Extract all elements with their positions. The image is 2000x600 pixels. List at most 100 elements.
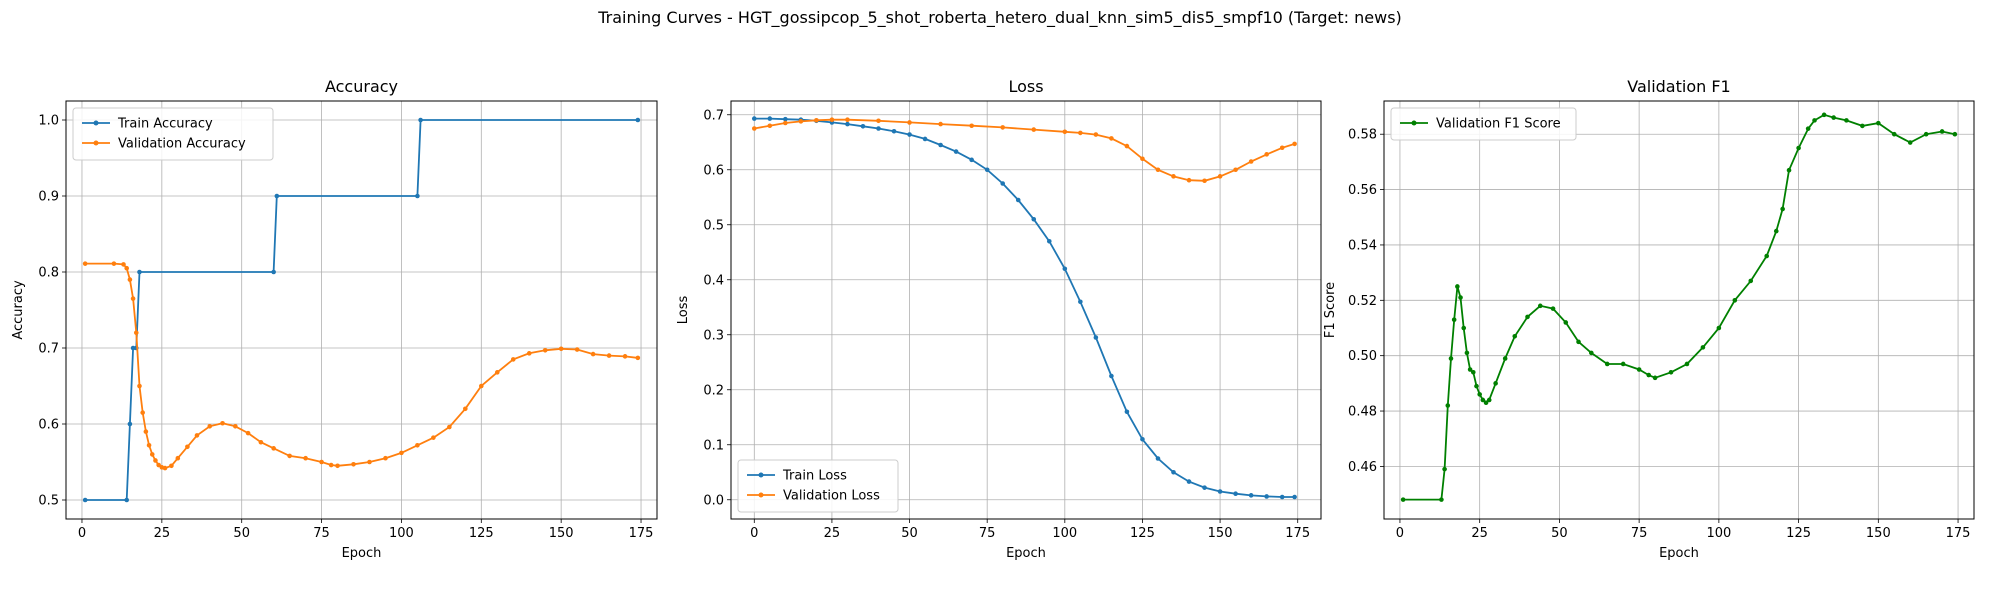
- data-point: [1171, 469, 1176, 475]
- y-tick-label: 0.3: [703, 328, 724, 343]
- data-point: [922, 136, 928, 142]
- data-point: [1046, 238, 1052, 244]
- data-point: [1646, 372, 1652, 378]
- legend-marker: [758, 492, 764, 498]
- data-point: [220, 420, 225, 426]
- series-line-2: [754, 118, 1295, 182]
- data-point: [751, 116, 757, 121]
- data-point: [418, 117, 423, 123]
- data-point: [1486, 397, 1492, 403]
- data-point: [175, 455, 181, 461]
- y-tick-label: 0.6: [38, 418, 59, 433]
- data-point: [1652, 375, 1658, 381]
- data-point: [431, 435, 436, 440]
- data-point: [969, 157, 974, 163]
- data-point: [876, 126, 881, 131]
- legend-marker: [93, 120, 99, 126]
- y-tick-label: 0.7: [38, 342, 59, 357]
- data-point: [1186, 177, 1192, 183]
- data-point: [169, 463, 174, 469]
- data-point: [953, 149, 959, 154]
- subplot-2: 0 25 50 75 100 125 150 175 0.0 0.1 0.2 0.3 0.4 0.5 0.6…: [676, 77, 1322, 561]
- data-point: [1448, 356, 1454, 361]
- data-point: [1202, 178, 1207, 184]
- legend-marker: [758, 472, 764, 478]
- y-tick-label: 0.9: [38, 190, 59, 205]
- x-tick-label: 0: [1396, 526, 1404, 541]
- data-point: [1124, 409, 1130, 415]
- data-point: [814, 117, 819, 123]
- x-tick-label: 125: [469, 526, 494, 541]
- data-point: [111, 261, 117, 266]
- data-point: [494, 370, 500, 375]
- x-tick-label: 125: [1130, 526, 1155, 541]
- data-point: [335, 463, 340, 469]
- data-point: [1604, 361, 1610, 367]
- data-point: [82, 497, 88, 503]
- x-axis-label: Epoch: [1659, 546, 1699, 561]
- data-point: [1620, 361, 1626, 367]
- x-tick-label: 75: [979, 526, 996, 541]
- data-point: [1700, 345, 1706, 350]
- data-point: [1831, 115, 1836, 120]
- x-axis-label: Epoch: [1006, 546, 1046, 561]
- data-point: [1480, 397, 1486, 403]
- legend-marker: [1411, 120, 1417, 126]
- data-point: [399, 450, 404, 456]
- y-tick-label: 0.1: [703, 438, 724, 453]
- axes-frame: [65, 100, 658, 520]
- data-point: [891, 128, 897, 134]
- data-point: [526, 351, 532, 356]
- data-point: [207, 423, 213, 429]
- series-line-1: [754, 117, 1295, 498]
- y-tick-label: 0.4: [703, 273, 724, 288]
- x-tick-label: 25: [824, 526, 841, 541]
- data-point: [1078, 299, 1083, 305]
- data-point: [328, 462, 334, 468]
- data-point: [1264, 152, 1269, 157]
- data-point: [303, 455, 308, 461]
- data-point: [1923, 131, 1929, 137]
- data-point: [1907, 140, 1913, 145]
- data-point: [233, 423, 238, 429]
- y-tick-label: 0.0: [703, 493, 724, 508]
- data-point: [574, 347, 580, 352]
- data-point: [1668, 369, 1674, 375]
- data-point: [1477, 392, 1482, 397]
- data-point: [984, 167, 990, 173]
- y-axis-label: F1 Score: [1323, 282, 1338, 338]
- legend-label: Validation Accuracy: [118, 137, 246, 152]
- x-axis-label: Epoch: [342, 546, 382, 561]
- data-point: [133, 330, 139, 336]
- data-point: [1217, 489, 1223, 494]
- data-point: [162, 465, 168, 471]
- data-point: [622, 354, 628, 359]
- data-point: [415, 442, 420, 448]
- data-point: [845, 121, 850, 127]
- data-point: [558, 346, 564, 352]
- data-point: [938, 121, 943, 127]
- y-axis-label: Accuracy: [11, 280, 26, 340]
- data-point: [860, 124, 866, 129]
- data-point: [245, 430, 251, 436]
- data-point: [1636, 367, 1642, 372]
- data-point: [1952, 131, 1958, 137]
- data-point: [319, 459, 324, 465]
- data-point: [1445, 403, 1451, 408]
- data-point: [146, 442, 152, 448]
- data-point: [149, 452, 155, 457]
- data-point: [1716, 325, 1722, 331]
- x-tick-label: 100: [1706, 526, 1731, 541]
- legend-label: Train Loss: [782, 469, 847, 484]
- data-point: [140, 410, 145, 415]
- data-point: [185, 444, 190, 450]
- data-point: [478, 383, 484, 389]
- data-point: [1292, 141, 1297, 147]
- data-point: [194, 433, 200, 438]
- data-point: [1455, 284, 1460, 289]
- data-point: [1442, 466, 1447, 472]
- data-point: [635, 355, 641, 361]
- data-point: [1155, 456, 1161, 461]
- data-point: [1202, 485, 1207, 490]
- data-point: [1109, 373, 1114, 379]
